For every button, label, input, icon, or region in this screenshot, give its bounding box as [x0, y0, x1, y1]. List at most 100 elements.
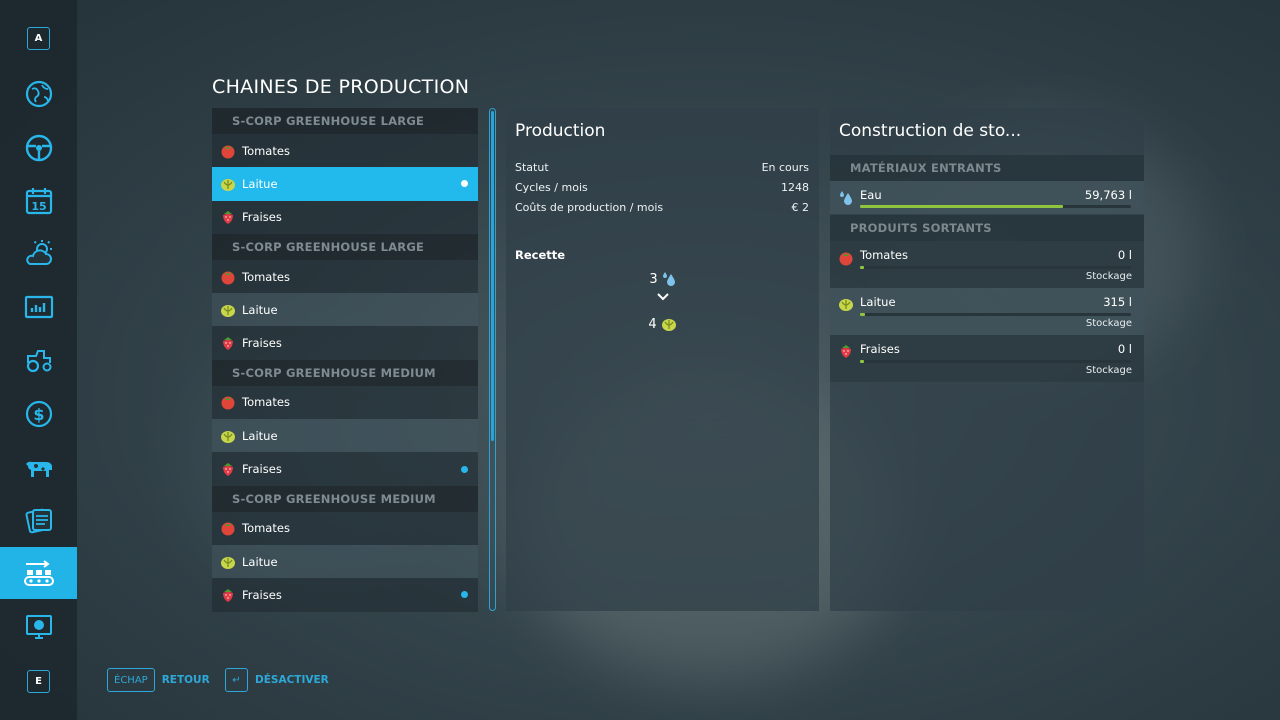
animals-icon [25, 461, 52, 477]
strawberry-icon [220, 335, 236, 351]
input-row-water: Eau 59,763 l [830, 181, 1144, 214]
finances-icon: $ [25, 400, 52, 428]
costs-value: € 2 [791, 201, 810, 214]
sidebar-item-finances[interactable]: $ [0, 388, 77, 440]
output-fill-bar [860, 313, 1131, 316]
production-item[interactable]: Fraises [212, 326, 478, 360]
steering-wheel-icon [25, 134, 52, 162]
output-fill-bar [860, 266, 1131, 269]
output-value: 0 l [1117, 248, 1132, 262]
sidebar-item-vehicles[interactable] [0, 122, 77, 174]
production-item-label: Tomates [242, 395, 290, 410]
output-name: Tomates [860, 248, 908, 262]
costs-label: Coûts de production / mois [515, 201, 664, 214]
recipe-label: Recette [515, 248, 566, 262]
sidebar-item-calendar[interactable]: 15 [0, 175, 77, 227]
recipe-input-amount: 3 [649, 271, 658, 287]
contracts-icon [24, 508, 52, 534]
recipe-input: 3 [506, 271, 819, 287]
production-chain-list: S-CORP GREENHOUSE LARGE Tomates Laitue Frai… [212, 108, 478, 612]
production-item[interactable]: Tomates [212, 259, 478, 294]
production-item[interactable]: Tomates [212, 134, 478, 168]
lettuce-icon [220, 428, 236, 444]
input-fill-bar [860, 205, 1131, 208]
sidebar-item-production[interactable] [0, 547, 77, 599]
inputs-header: MATÉRIAUX ENTRANTS [830, 155, 1144, 181]
calendar-icon: 15 [25, 188, 52, 215]
output-row-lettuce: Laitue 315 l Stockage [830, 288, 1144, 335]
storage-panel: Construction de sto... MATÉRIAUX ENTRANT… [830, 108, 1144, 611]
lettuce-icon [220, 176, 236, 192]
sidebar-item-animals[interactable] [0, 441, 77, 493]
production-item-label: Fraises [242, 336, 282, 351]
group-header: S-CORP GREENHOUSE LARGE [212, 108, 478, 134]
sidebar-item-statistics[interactable] [0, 281, 77, 333]
recipe-arrow [506, 292, 819, 302]
sidebar-next-key[interactable]: E [27, 670, 50, 693]
production-item-label: Tomates [242, 521, 290, 536]
production-item-label: Fraises [242, 462, 282, 477]
tomato-icon [220, 520, 236, 536]
water-icon [662, 272, 675, 286]
production-item[interactable]: Fraises [212, 200, 478, 234]
water-icon [840, 191, 852, 205]
chevron-down-icon [656, 293, 669, 301]
sidebar-item-map[interactable] [0, 68, 77, 120]
deactivate-button[interactable]: ↵ DÉSACTIVER [225, 668, 329, 692]
input-name: Eau [860, 188, 882, 202]
output-fill-level [860, 313, 866, 316]
production-item-label: Fraises [242, 210, 282, 225]
strawberry-icon [220, 461, 236, 477]
list-scrollbar-thumb[interactable] [491, 111, 494, 441]
lettuce-icon [839, 299, 853, 311]
list-scrollbar[interactable] [489, 108, 496, 611]
output-value: 0 l [1117, 342, 1132, 356]
strawberry-icon [220, 209, 236, 225]
sidebar-item-vehicles-shop[interactable] [0, 334, 77, 386]
production-item[interactable]: Fraises [212, 578, 478, 612]
lettuce-icon [220, 554, 236, 570]
sidebar: A 15 $ E [0, 0, 77, 720]
status-row: Statut En cours [515, 161, 809, 174]
production-item[interactable]: Laitue [212, 544, 478, 579]
lettuce-icon [220, 302, 236, 318]
sidebar-prev-key[interactable]: A [27, 27, 50, 50]
output-mode[interactable]: Stockage [1085, 318, 1132, 329]
production-icon [23, 560, 54, 586]
active-indicator [461, 465, 468, 473]
tractor-icon [26, 350, 51, 373]
status-label: Statut [515, 161, 549, 174]
weather-icon [25, 240, 52, 265]
cycles-row: Cycles / mois 1248 [515, 181, 809, 194]
output-name: Fraises [860, 342, 900, 356]
sidebar-item-contracts[interactable] [0, 494, 77, 546]
production-item-label: Tomates [242, 269, 290, 284]
sidebar-item-weather[interactable] [0, 228, 77, 280]
recipe-output-amount: 4 [648, 316, 657, 332]
production-item[interactable]: Laitue [212, 419, 478, 453]
tomato-icon [220, 269, 236, 285]
production-panel: Production Statut En cours Cycles / mois… [506, 108, 819, 611]
deactivate-label: DÉSACTIVER [255, 674, 329, 686]
strawberry-icon [220, 587, 236, 603]
production-item-label: Laitue [242, 428, 278, 443]
strawberry-icon [841, 345, 851, 358]
cycles-value: 1248 [781, 181, 809, 194]
output-mode[interactable]: Stockage [1085, 271, 1132, 282]
production-item[interactable]: Fraises [212, 452, 478, 486]
page-title: CHAINES DE PRODUCTION [212, 76, 470, 98]
sidebar-item-help[interactable] [0, 601, 77, 653]
tomato-icon [220, 143, 236, 159]
cycles-label: Cycles / mois [515, 181, 588, 194]
production-panel-title: Production [515, 121, 606, 141]
production-item[interactable]: Tomates [212, 385, 478, 420]
output-mode[interactable]: Stockage [1085, 365, 1132, 376]
production-item[interactable]: Laitue [212, 167, 478, 201]
group-header: S-CORP GREENHOUSE MEDIUM [212, 359, 478, 386]
status-value: En cours [761, 161, 809, 174]
globe-map-icon [25, 80, 52, 108]
back-button[interactable]: ÉCHAP RETOUR [107, 668, 210, 692]
production-item[interactable]: Tomates [212, 511, 478, 545]
production-item[interactable]: Laitue [212, 293, 478, 327]
active-indicator [461, 180, 468, 188]
